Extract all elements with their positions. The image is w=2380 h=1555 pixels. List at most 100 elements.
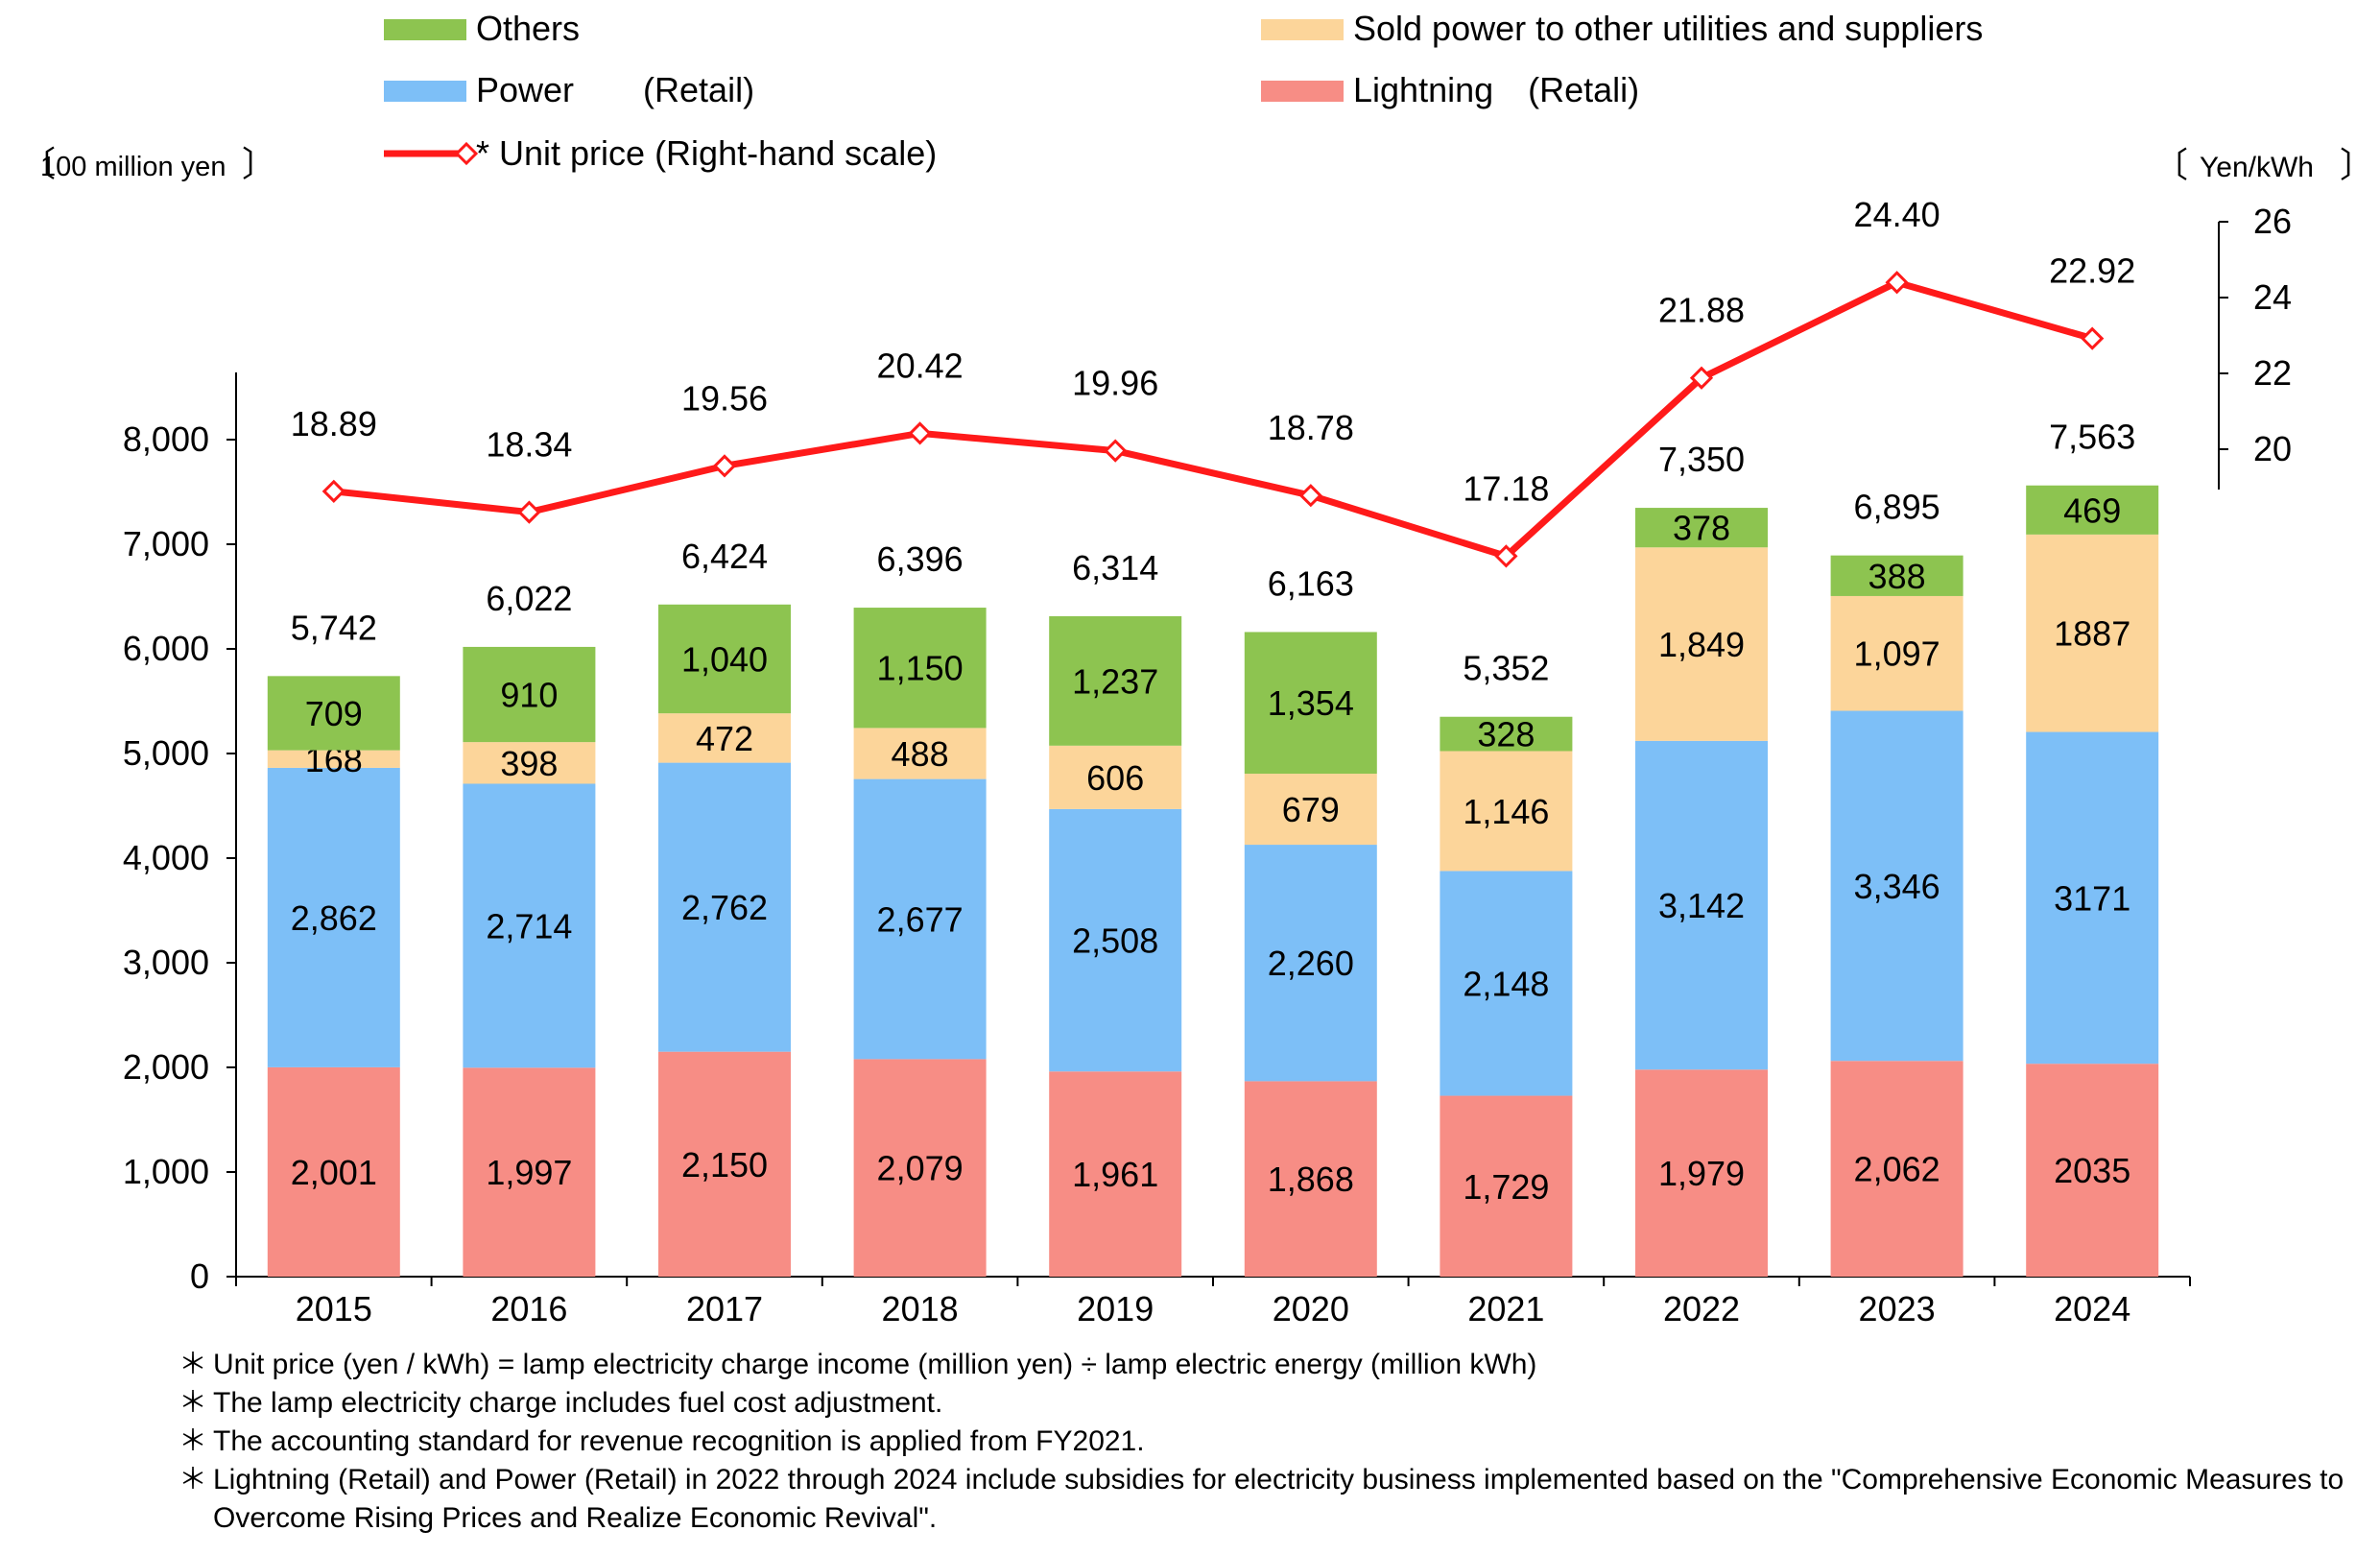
legend-others-label: Others [476,9,580,48]
lightning-bar-segment [1830,1061,1964,1277]
legend-sold-power-label: Sold power to other utilities and suppli… [1353,9,1983,48]
others-bar-segment [1440,716,1573,752]
y-label-bracket: 〕 [2340,145,2374,184]
sold-power-bar-segment [1635,547,1768,741]
x-tick-label: 2022 [1663,1289,1740,1328]
unit-price-marker [1104,439,1128,463]
legend-lightning-swatch [1261,81,1344,102]
power-bar-segment [1635,740,1768,1070]
footnote-text: The lamp electricity charge includes fue… [213,1387,943,1419]
sold-power-bar-segment [1049,745,1182,809]
footnote: ＊ The lamp electricity charge includes fu… [178,1384,2357,1423]
lightning-bar-segment [1440,1095,1573,1277]
sold-power-value-label: 472 [696,719,753,758]
others-bar-segment [1830,555,1964,596]
total-label: 6,022 [486,579,572,618]
y-label-bracket: 〕 [242,144,276,183]
lightning-bar-segment [463,1067,596,1277]
unit-price-line [333,278,2094,560]
legend-unit-price-label: * Unit price (Right-hand scale) [476,133,937,173]
footnote-mark: ＊ [178,1349,207,1380]
power-value-label: 3171 [2054,878,2130,918]
y-tick-label-left: 0 [190,1256,209,1296]
unit-price-label: 18.78 [1268,408,1354,447]
total-label: 6,895 [1854,488,1940,527]
unit-price-label: 22.92 [2049,251,2135,291]
unit-price-label: 19.96 [1072,364,1158,403]
others-value-label: 709 [305,694,363,733]
lightning-bar-segment [1635,1069,1768,1277]
x-tick-label: 2024 [2054,1289,2130,1328]
others-value-label: 388 [1868,557,1926,596]
footnote-text: Lightning (Retail) and Power (Retail) in… [213,1464,2344,1534]
unit-price-marker [1689,366,1714,390]
others-value-label: 1,237 [1072,661,1158,701]
power-bar-segment [1244,845,1377,1082]
others-value-label: 1,040 [681,639,768,679]
lightning-value-label: 1,961 [1072,1155,1158,1194]
total-label: 6,163 [1268,563,1354,603]
total-label: 6,314 [1072,548,1158,587]
sold-power-value-label: 606 [1086,758,1144,798]
total-label: 7,350 [1658,440,1745,479]
sold-power-bar-segment [1440,751,1573,872]
footnotes: ＊ Unit price (yen / kWh) = lamp electrici… [178,1346,2357,1538]
sold-power-bar-segment [2026,534,2159,732]
power-bar-segment [1049,808,1182,1072]
lightning-value-label: 1,729 [1463,1167,1549,1207]
legend-power-label: Power (Retail) [476,70,754,109]
sold-power-value-label: 1,097 [1854,634,1940,674]
others-bar-segment [853,608,987,729]
y-tick-label-right: 22 [2253,353,2292,393]
legend-others-swatch [384,19,466,40]
unit-price-marker [1885,271,1909,295]
power-value-label: 2,260 [1268,944,1354,983]
unit-price-label: 19.56 [681,378,768,418]
power-value-label: 2,508 [1072,921,1158,961]
sold-power-value-label: 679 [1282,790,1340,829]
lightning-value-label: 2,062 [1854,1150,1940,1189]
y-label-bracket: 〔 [21,144,56,183]
x-tick-label: 2018 [882,1289,959,1328]
unit-price-marker [1298,484,1322,508]
total-label: 5,742 [291,608,377,647]
power-bar-segment [853,778,987,1060]
power-value-label: 3,142 [1658,886,1745,925]
others-value-label: 469 [2063,490,2121,530]
others-value-label: 910 [500,676,558,715]
footnote-mark: ＊ [178,1387,207,1419]
unit-price-label: 18.89 [291,404,377,443]
others-bar-segment [2026,485,2159,535]
power-bar-segment [2026,731,2159,1065]
lightning-value-label: 1,868 [1268,1160,1354,1199]
lightning-bar-segment [2026,1064,2159,1277]
power-value-label: 2,862 [291,898,377,938]
unit-price-marker [712,454,737,478]
y-tick-label-right: 20 [2253,429,2292,468]
unit-price-label: 17.18 [1463,468,1549,508]
lightning-value-label: 2,150 [681,1145,768,1184]
unit-price-label: 21.88 [1658,291,1745,330]
unit-price-marker [1494,544,1518,568]
y-tick-label-left: 4,000 [123,838,209,877]
footnote-mark: ＊ [178,1425,207,1457]
unit-price-marker [2081,326,2105,350]
y-tick-label-left: 2,000 [123,1047,209,1087]
sold-power-bar-segment [853,728,987,779]
lightning-value-label: 1,979 [1658,1154,1745,1193]
total-label: 5,352 [1463,649,1549,688]
unit-price-marker [321,479,345,503]
legend-unit-price-marker [454,141,479,166]
y-tick-label-left: 5,000 [123,733,209,773]
sold-power-bar-segment [658,713,791,763]
x-tick-label: 2021 [1467,1289,1544,1328]
y-label-right: Yen/kWh [2200,152,2314,183]
footnote: ＊ The accounting standard for revenue rec… [178,1423,2357,1461]
lightning-bar-segment [853,1059,987,1277]
power-value-label: 3,346 [1854,867,1940,906]
x-tick-label: 2015 [296,1289,372,1328]
power-bar-segment [463,783,596,1068]
others-bar-segment [1635,508,1768,548]
legend-power-swatch [384,81,466,102]
legend-sold-power-swatch [1261,19,1344,40]
